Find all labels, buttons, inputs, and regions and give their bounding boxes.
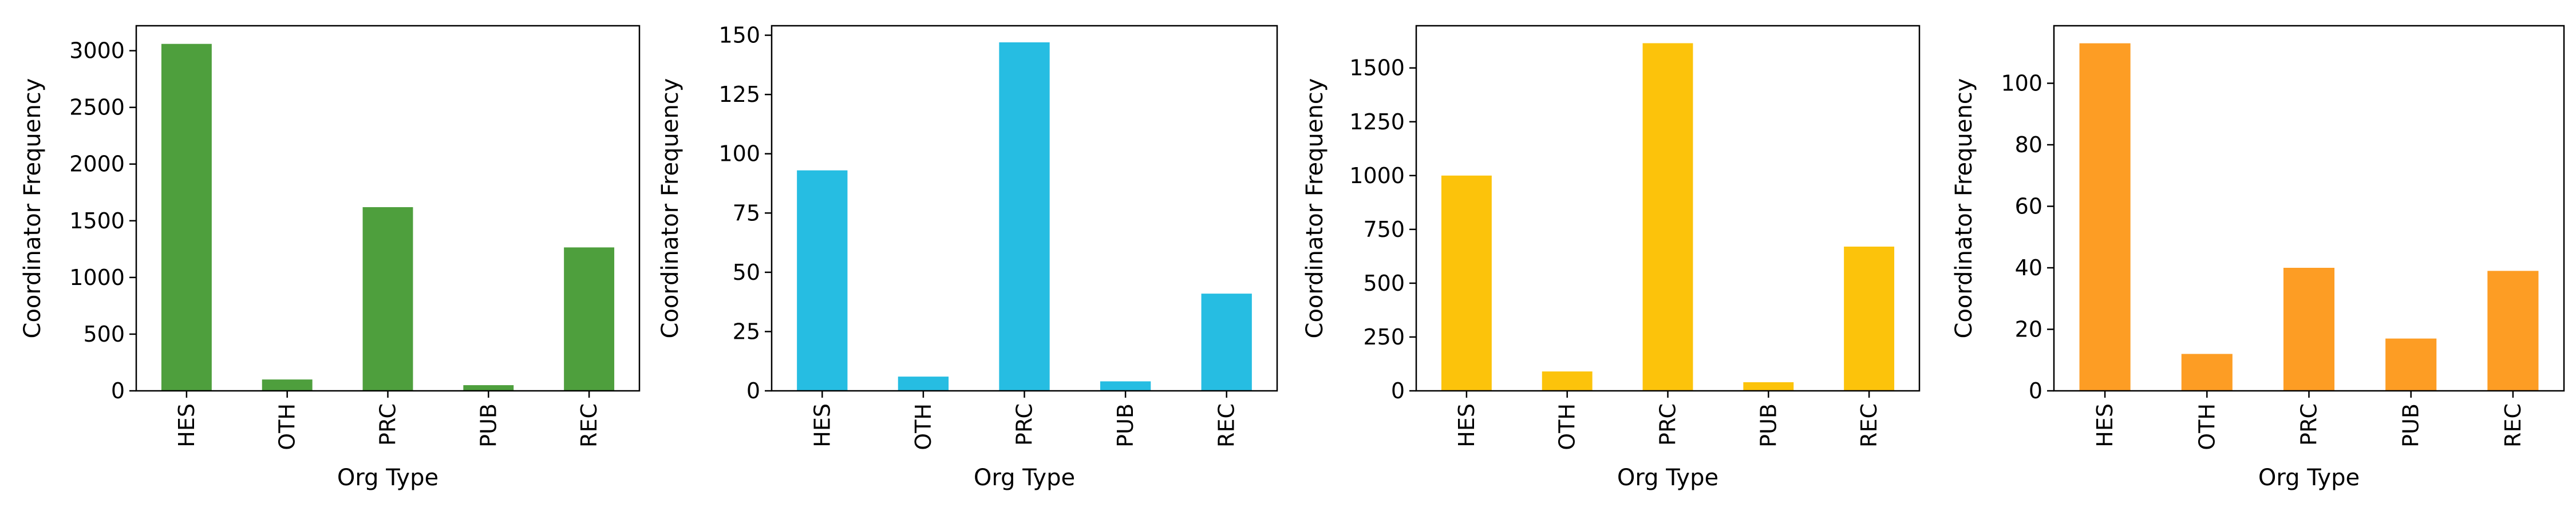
y-tick-label: 25 [733, 319, 760, 344]
y-tick-label: 250 [1363, 324, 1405, 350]
bar-pub [1743, 382, 1794, 391]
x-axis-label: Org Type [337, 465, 438, 491]
x-tick-label: PRC [1656, 403, 1681, 446]
x-tick-label: OTH [2194, 403, 2219, 450]
y-tick-label: 500 [83, 322, 125, 347]
bar-rec [2487, 271, 2539, 391]
x-tick-label: PRC [376, 403, 401, 446]
chart-panel-1: 0 500 1000 1500 2000 2500 3000 HES OTH PRC PUB REC O… [19, 25, 641, 491]
x-axis-label: Org Type [1617, 465, 1718, 491]
x-axis-label: Org Type [974, 465, 1075, 491]
bar-prc [1642, 43, 1693, 391]
y-tick-label: 60 [2015, 194, 2042, 219]
y-tick-label: 100 [2001, 71, 2042, 96]
x-tick-label: REC [1214, 403, 1239, 447]
bar-oth [2181, 354, 2233, 391]
bar-pub [1100, 381, 1151, 391]
bar-hes [161, 43, 212, 391]
y-tick-label: 500 [1363, 271, 1405, 296]
y-tick-label: 1000 [1349, 163, 1405, 188]
y-tick-label: 1500 [69, 208, 125, 233]
y-tick-label: 75 [733, 200, 760, 225]
x-tick-label: REC [1856, 403, 1882, 447]
y-tick-label: 2000 [69, 152, 125, 177]
bar-rec [564, 247, 615, 391]
y-axis-label: Coordinator Frequency [19, 78, 46, 339]
y-tick-label: 1500 [1349, 56, 1405, 81]
y-tick-label: 125 [718, 82, 760, 107]
y-axis-label: Coordinator Frequency [1951, 78, 1977, 339]
bar-hes [797, 170, 848, 391]
bar-hes [1441, 175, 1492, 391]
x-tick-label: OTH [275, 403, 300, 450]
x-tick-label: PUB [1756, 403, 1781, 447]
bar-rec [1201, 294, 1252, 391]
chart-panel-2: 0 25 50 75 100 125 150 HES OTH PRC PUB REC Org Type C… [657, 23, 1278, 491]
y-tick-label: 50 [733, 260, 760, 285]
chart-panel-4: 0 20 40 60 80 100 HES OTH PRC PUB REC Org Type Coord… [1951, 25, 2565, 491]
bar-oth [898, 377, 949, 391]
x-tick-label: PUB [2399, 403, 2424, 447]
y-tick-label: 20 [2015, 317, 2042, 342]
y-tick-label: 100 [718, 141, 760, 167]
y-tick-label: 3000 [69, 38, 125, 64]
x-tick-label: PUB [1113, 403, 1138, 447]
y-tick-label: 40 [2015, 255, 2042, 280]
bar-pub [2385, 338, 2437, 391]
y-tick-label: 0 [111, 378, 125, 403]
y-axis-label: Coordinator Frequency [657, 78, 683, 339]
bar-rec [1844, 246, 1895, 391]
x-tick-label: PUB [476, 403, 501, 447]
x-tick-label: REC [2500, 403, 2526, 447]
bar-prc [2283, 268, 2335, 391]
bar-prc [999, 42, 1050, 391]
x-tick-label: OTH [911, 403, 936, 450]
y-tick-label: 2500 [69, 95, 125, 120]
chart-panel-3: 0 250 500 750 1000 1250 1500 HES OTH PRC PUB REC Org… [1302, 25, 1921, 491]
x-tick-label: HES [1454, 403, 1479, 447]
x-tick-label: HES [2092, 403, 2117, 447]
bar-pub [463, 385, 514, 391]
x-tick-label: OTH [1555, 403, 1580, 450]
x-tick-label: REC [576, 403, 602, 447]
bar-oth [1542, 371, 1593, 391]
x-axis-label: Org Type [2258, 465, 2360, 491]
y-tick-label: 150 [718, 23, 760, 48]
y-tick-label: 0 [1391, 378, 1405, 403]
y-tick-label: 0 [2029, 378, 2042, 403]
x-tick-label: PRC [2297, 403, 2322, 446]
y-tick-label: 1250 [1349, 109, 1405, 134]
x-tick-label: PRC [1012, 403, 1037, 446]
bar-prc [362, 207, 413, 391]
y-tick-label: 80 [2015, 132, 2042, 157]
y-tick-label: 750 [1363, 217, 1405, 242]
y-axis-label: Coordinator Frequency [1302, 78, 1328, 339]
y-tick-label: 0 [746, 378, 760, 403]
x-tick-label: HES [809, 403, 835, 447]
y-tick-label: 1000 [69, 265, 125, 290]
x-tick-label: HES [174, 403, 199, 447]
bar-oth [262, 379, 313, 391]
bar-hes [2079, 43, 2131, 391]
